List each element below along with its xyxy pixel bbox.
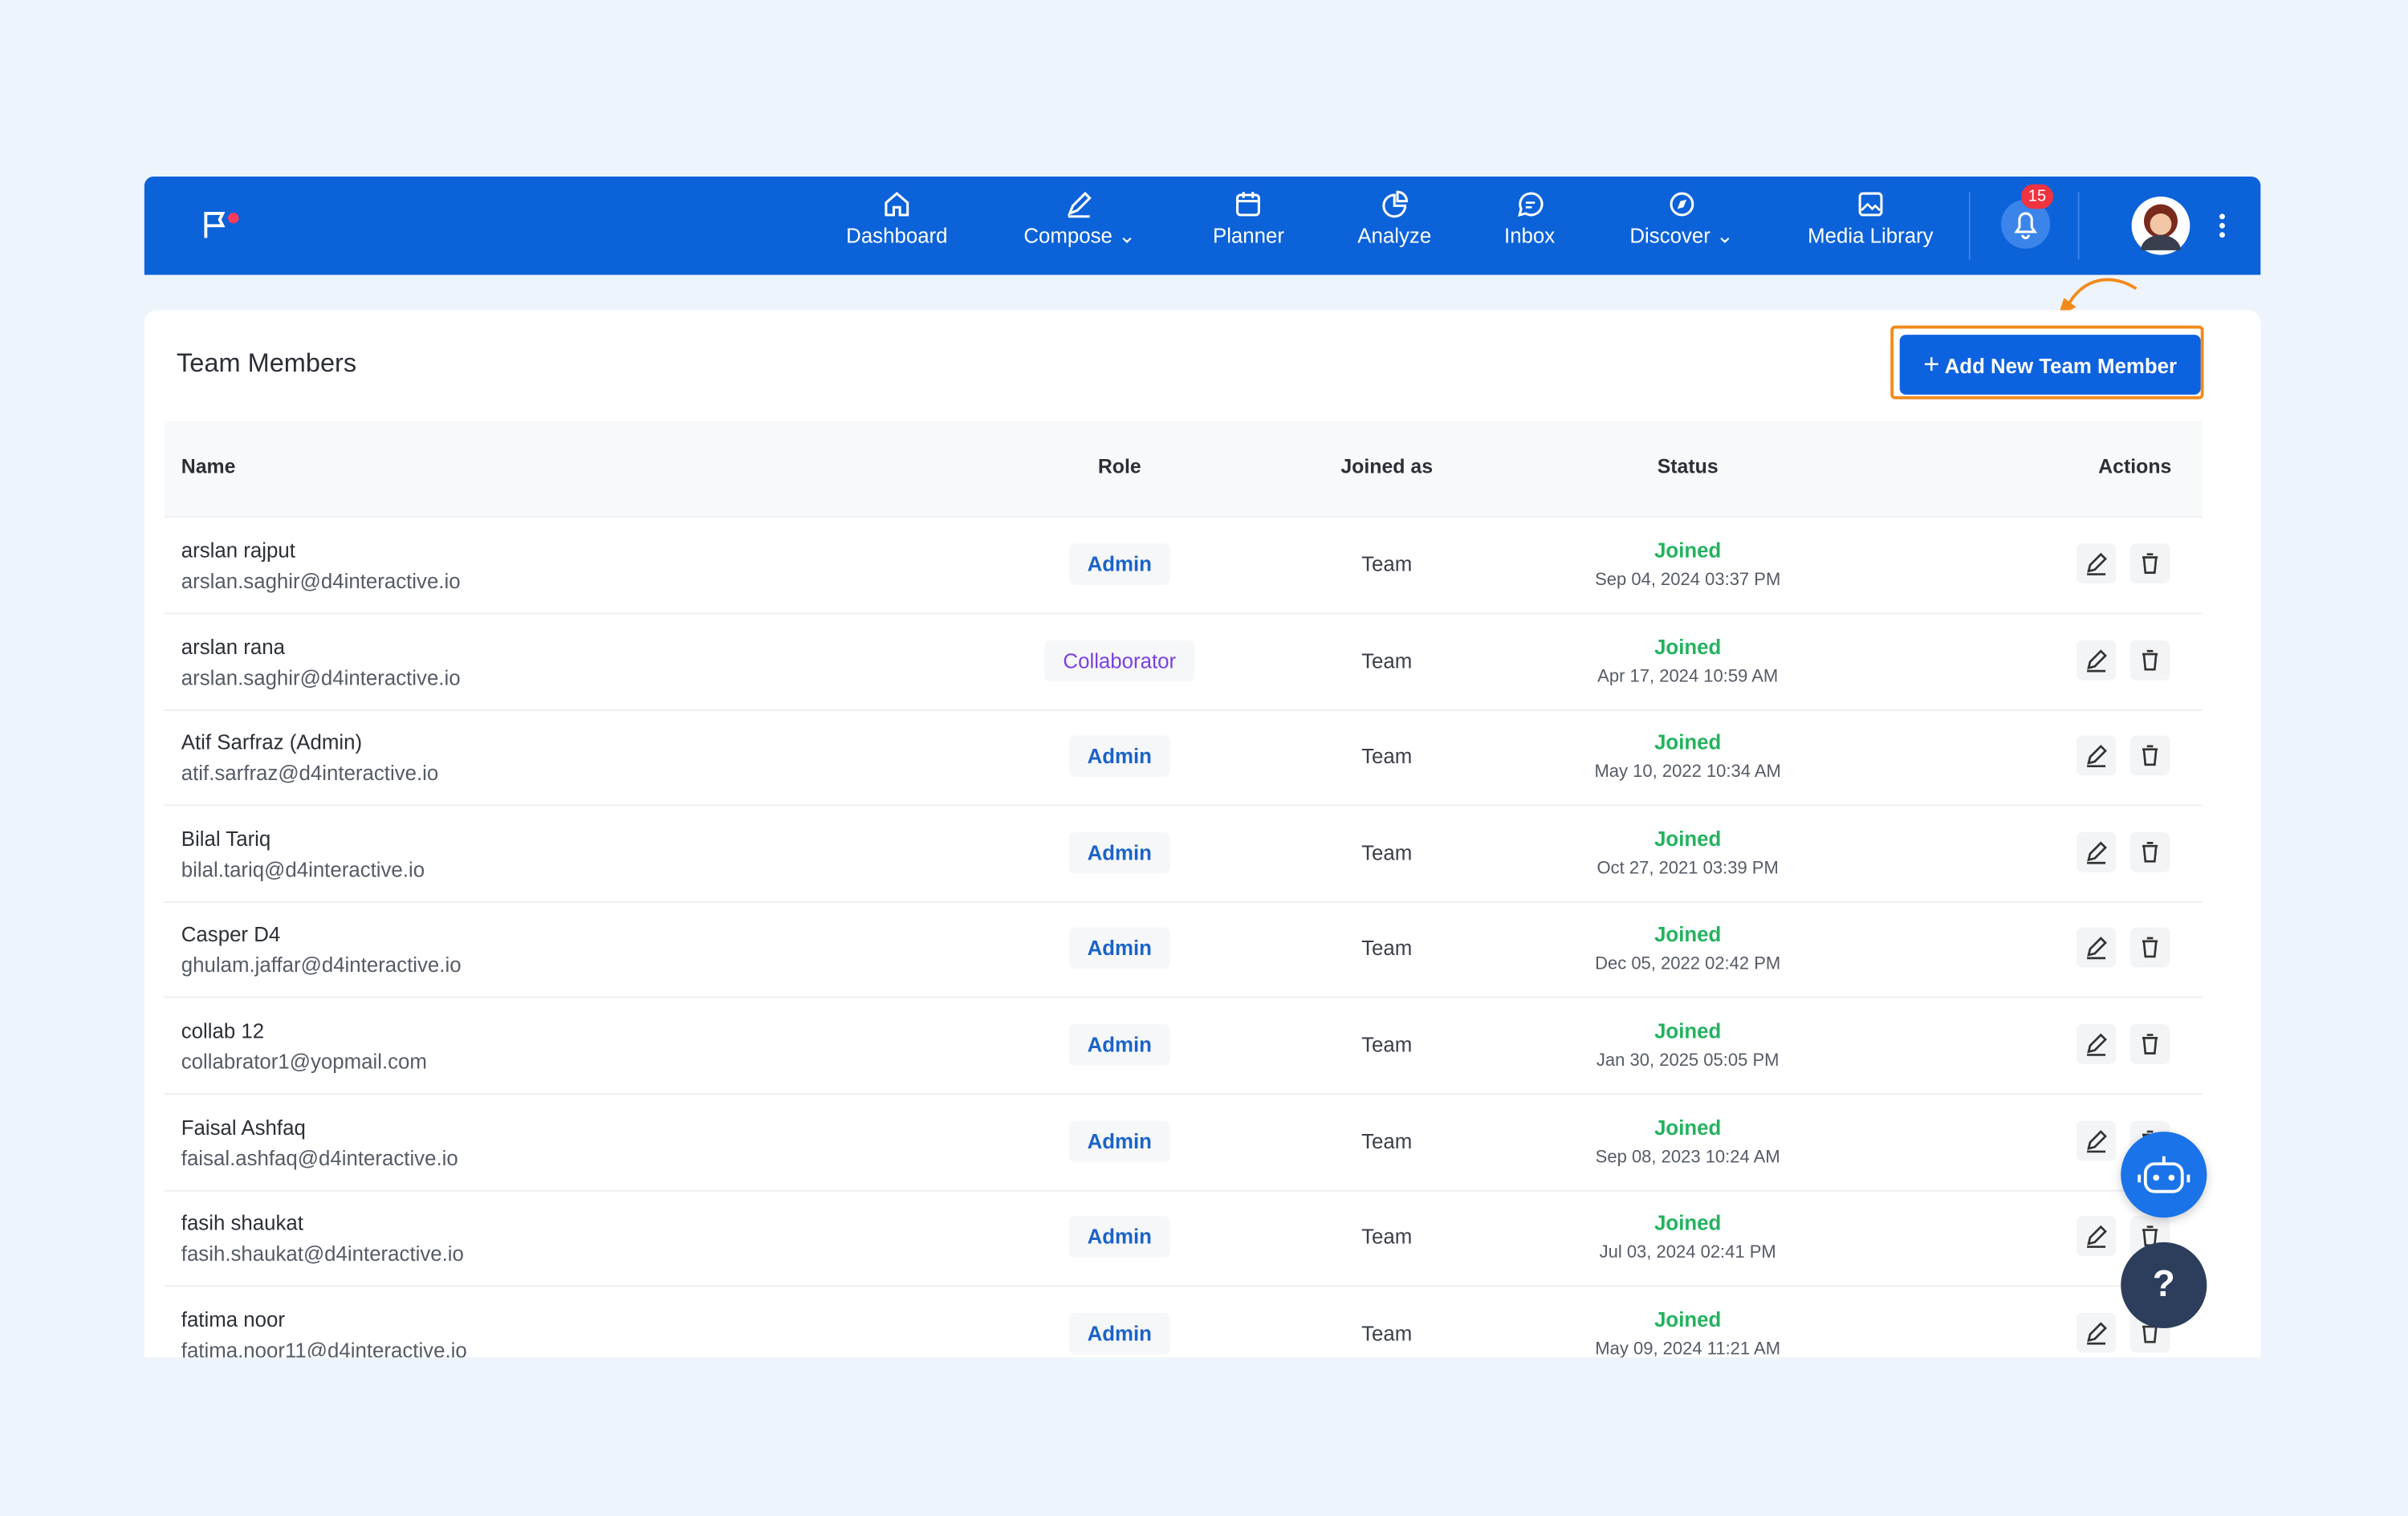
row-divider [164,1093,2203,1095]
edit-button[interactable] [2076,640,2117,680]
nav-analyze[interactable]: Analyze [1357,177,1431,274]
nav-compose[interactable]: Compose ⌄ [1023,177,1136,274]
edit-button[interactable] [2076,543,2117,584]
role-badge: Admin [1068,543,1170,585]
member-email: ghulam.jaffar@d4interactive.io [181,953,462,977]
column-header: Name [181,454,236,478]
member-name: collab 12 [181,1019,265,1043]
member-email: collabrator1@yopmail.com [181,1050,427,1074]
table-header [164,421,2203,518]
edit-button[interactable] [2076,1216,2117,1257]
row-divider [164,804,2203,807]
member-email: arslan.saghir@d4interactive.io [181,569,461,593]
button-label: Add New Team Member [1944,354,2178,378]
delete-button[interactable] [2129,831,2170,872]
delete-button[interactable] [2129,543,2170,584]
role-badge: Admin [1068,1216,1170,1258]
nav-label: Compose [1023,224,1112,248]
add-member-button[interactable]: + Add New Team Member [1899,335,2201,395]
member-email: arslan.saghir@d4interactive.io [181,665,461,689]
notification-badge: 15 [2020,184,2054,209]
role-badge: Admin [1068,735,1170,778]
nav-dashboard[interactable]: Dashboard [846,177,948,274]
member-name: Atif Sarfraz (Admin) [181,731,363,754]
member-email: bilal.tariq@d4interactive.io [181,858,425,881]
member-name: Casper D4 [181,923,281,947]
delete-button[interactable] [2129,735,2170,776]
role-badge: Admin [1068,831,1170,874]
role-badge: Collaborator [1044,640,1195,681]
nav-discover[interactable]: Discover ⌄ [1629,177,1734,274]
help-button[interactable]: ? [2121,1242,2207,1328]
nav-label: Media Library [1808,224,1934,248]
member-name: arslan rana [181,635,286,659]
nav-label: Discover [1629,224,1710,248]
card-title: Team Members [177,348,357,378]
member-email: fasih.shaukat@d4interactive.io [181,1242,464,1266]
member-name: fasih shaukat [181,1211,303,1235]
nav-media[interactable]: Media Library [1808,177,1934,274]
row-divider [164,997,2203,999]
member-email: atif.sarfraz@d4interactive.io [181,762,439,786]
row-divider [164,1189,2203,1191]
edit-button[interactable] [2076,1312,2117,1353]
role-badge: Admin [1068,1312,1170,1355]
role-badge: Admin [1068,928,1170,970]
nav-inbox[interactable]: Inbox [1504,177,1555,274]
divider [2077,192,2080,260]
role-badge: Admin [1068,1120,1170,1162]
highlight [1890,325,2204,400]
top-nav: Dashboard Compose ⌄ Planner Analyze Inbo… [144,177,2261,275]
divider [1968,192,1971,260]
chatbot-button[interactable] [2121,1132,2207,1218]
delete-button[interactable] [2129,928,2170,969]
nav-label: Analyze [1357,224,1432,248]
more-menu[interactable] [2216,210,2228,241]
role-badge: Admin [1068,1024,1170,1066]
column-header: Actions [2098,454,2172,478]
member-name: arslan rajput [181,539,295,563]
logo [204,212,239,238]
member-name: Faisal Ashfaq [181,1116,306,1139]
member-name: Bilal Tariq [181,827,271,851]
nav-label: Inbox [1504,224,1556,248]
nav-label: Planner [1212,224,1285,248]
edit-button[interactable] [2076,928,2117,969]
delete-button[interactable] [2129,1024,2170,1064]
team-card: Team Members + Add New Team Member NameR… [144,310,2261,1358]
edit-button[interactable] [2076,1024,2117,1064]
row-divider [164,709,2203,711]
avatar[interactable] [2130,195,2192,257]
member-name: fatima noor [181,1307,286,1331]
edit-button[interactable] [2076,735,2117,776]
row-divider [164,900,2203,903]
member-email: faisal.ashfaq@d4interactive.io [181,1146,458,1170]
row-divider [164,612,2203,615]
member-email: fatima.noor11@d4interactive.io [181,1338,467,1358]
edit-button[interactable] [2076,831,2117,872]
row-divider [164,1285,2203,1287]
delete-button[interactable] [2129,640,2170,680]
nav-planner[interactable]: Planner [1213,177,1284,274]
nav-label: Dashboard [846,224,948,248]
edit-button[interactable] [2076,1120,2117,1160]
